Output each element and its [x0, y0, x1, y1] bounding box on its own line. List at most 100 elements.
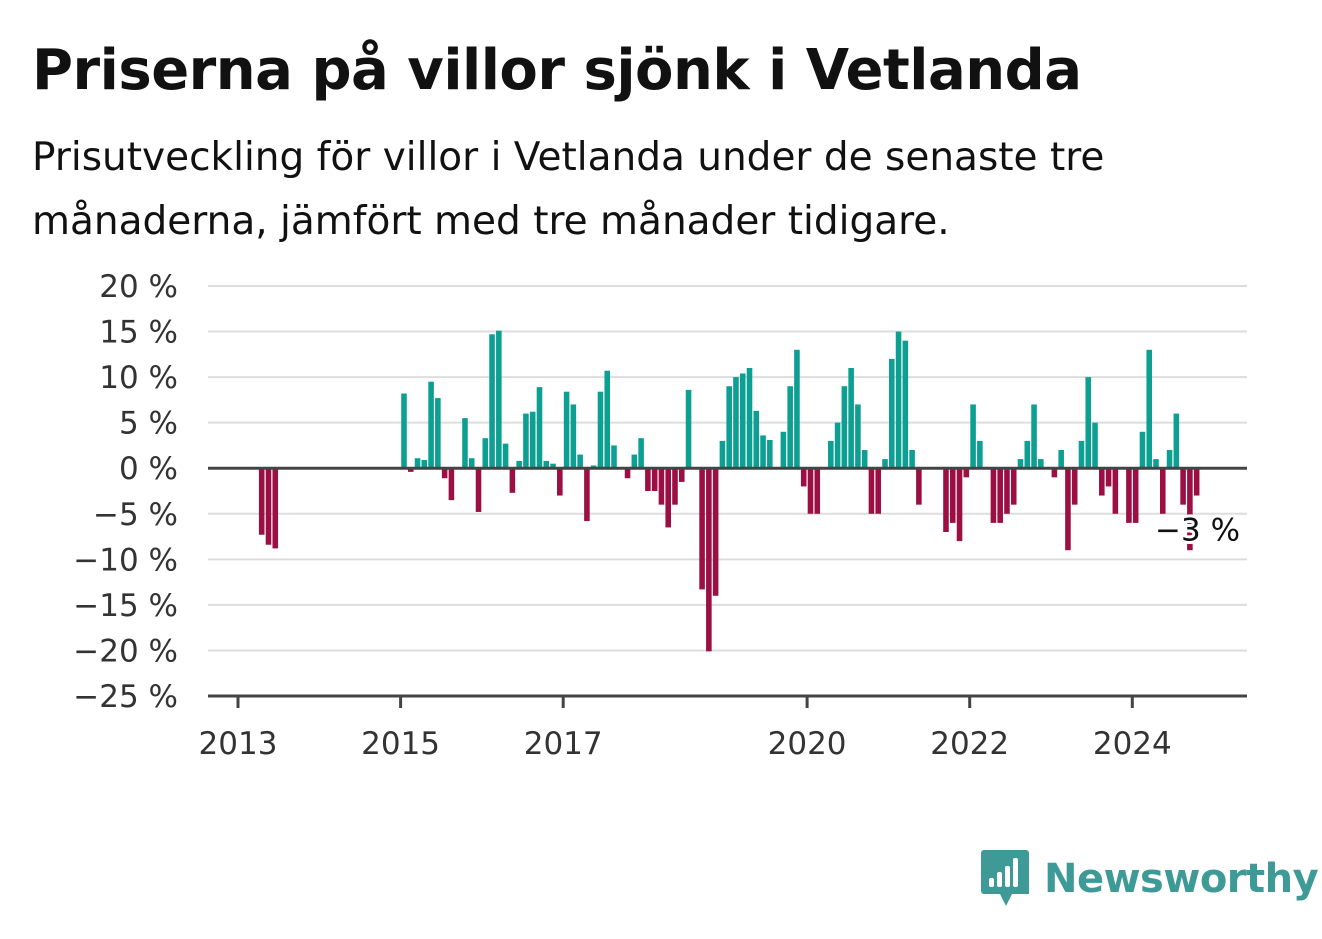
bar — [780, 431, 787, 469]
bar — [1105, 468, 1112, 487]
newsworthy-logo: Newsworthy — [980, 848, 1319, 910]
newsworthy-bars-icon — [981, 850, 1029, 906]
bar — [949, 468, 956, 523]
bar — [719, 440, 726, 469]
bar — [990, 468, 997, 523]
bar — [428, 381, 434, 469]
bar — [631, 454, 638, 469]
bar — [997, 468, 1003, 523]
bar — [726, 386, 732, 469]
bar — [557, 468, 563, 496]
bar — [658, 468, 665, 505]
bar — [1085, 377, 1092, 469]
bar — [570, 404, 577, 469]
bar — [807, 468, 814, 514]
x-tick-label: 2022 — [930, 726, 1009, 762]
bar — [841, 386, 848, 469]
bar — [1132, 468, 1139, 523]
bar — [753, 410, 760, 469]
bar — [414, 458, 421, 469]
bar — [800, 468, 807, 487]
bar — [1173, 413, 1180, 469]
bar — [496, 330, 502, 469]
bar — [550, 463, 556, 469]
bar — [678, 468, 685, 482]
bar — [489, 334, 495, 469]
bars — [258, 330, 1200, 652]
bar — [889, 358, 895, 469]
last-value-annotation: −3 % — [1155, 513, 1240, 549]
bar — [1180, 468, 1186, 505]
x-tick-label: 2017 — [524, 726, 603, 762]
bar — [502, 443, 509, 469]
axes — [208, 466, 1247, 708]
bar — [272, 468, 279, 549]
bar — [868, 468, 875, 514]
bar — [645, 468, 651, 491]
bar — [875, 468, 882, 514]
bar — [509, 468, 516, 493]
bar — [794, 349, 800, 469]
bar — [435, 398, 441, 469]
bar — [1010, 468, 1017, 505]
bar — [1153, 459, 1159, 469]
bar — [685, 389, 692, 469]
bar — [475, 468, 482, 512]
bar — [699, 468, 705, 590]
bar — [584, 468, 590, 522]
bar — [787, 386, 793, 469]
bar — [814, 468, 821, 514]
bar — [746, 368, 753, 469]
bar — [1017, 459, 1024, 469]
bar — [516, 460, 522, 469]
bar — [1112, 468, 1119, 514]
bar — [265, 468, 272, 545]
x-tick-label: 2015 — [361, 726, 440, 762]
y-tick-label: 0 % — [119, 451, 178, 487]
bar — [421, 460, 428, 469]
bar — [1166, 450, 1173, 469]
brand-name: Newsworthy — [1044, 856, 1319, 902]
bar — [1058, 450, 1064, 469]
bar — [611, 445, 617, 469]
bar — [407, 468, 414, 472]
x-tick-label: 2020 — [768, 726, 847, 762]
bar — [672, 468, 678, 505]
bar — [977, 440, 983, 469]
y-axis-labels: 20 % 15 % 10 % 5 % 0 % −5 % −10 % −15 % −20 % −25… — [73, 269, 178, 715]
bar — [577, 454, 583, 469]
bar — [909, 450, 915, 469]
bar — [712, 468, 719, 596]
chart-title: Priserna på villor sjönk i Vetlanda — [32, 38, 1082, 103]
bar — [441, 468, 448, 479]
bar — [1031, 404, 1037, 469]
bar — [943, 468, 949, 532]
bar — [529, 411, 536, 469]
bar — [895, 331, 902, 469]
y-tick-label: −5 % — [93, 497, 178, 533]
bar — [739, 373, 746, 469]
bar — [448, 468, 455, 501]
bar — [855, 404, 861, 469]
bar — [536, 387, 543, 469]
bar — [1092, 422, 1098, 469]
bar — [963, 468, 970, 478]
bar — [828, 440, 834, 469]
bar — [1078, 440, 1085, 469]
y-tick-label: −20 % — [73, 633, 178, 669]
bar — [1139, 431, 1146, 469]
bar — [956, 468, 963, 542]
bar — [916, 468, 922, 505]
bar — [970, 404, 976, 469]
bar — [563, 391, 570, 469]
bar — [1038, 459, 1044, 469]
chart-subtitle: Prisutveckling för villor i Vetlanda und… — [32, 135, 1105, 244]
bar — [1004, 468, 1010, 514]
annotations: −3 % — [1152, 510, 1243, 552]
y-tick-label: 10 % — [99, 360, 178, 396]
bar — [706, 468, 712, 652]
bar — [651, 468, 658, 491]
bar — [624, 468, 631, 479]
bar — [462, 418, 468, 469]
